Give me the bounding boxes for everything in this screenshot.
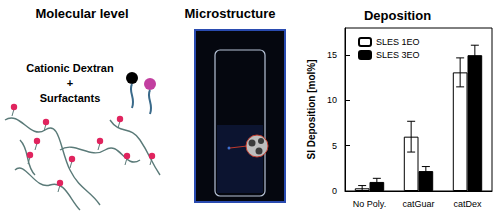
svg-text:SI Deposition [mol%]: SI Deposition [mol%] xyxy=(306,60,317,160)
svg-text:SLES 1EO: SLES 1EO xyxy=(376,37,420,47)
svg-text:Microstructure: Microstructure xyxy=(184,6,275,21)
svg-text:Molecular level: Molecular level xyxy=(35,6,128,21)
svg-text:No Poly.: No Poly. xyxy=(353,199,386,209)
svg-text:Cationic Dextran: Cationic Dextran xyxy=(26,62,114,74)
svg-text:15: 15 xyxy=(327,50,337,60)
svg-text:0: 0 xyxy=(332,186,337,196)
svg-text:Surfactants: Surfactants xyxy=(40,92,101,104)
svg-text:10: 10 xyxy=(327,95,337,105)
svg-text:catDex: catDex xyxy=(453,199,482,209)
svg-text:catGuar: catGuar xyxy=(402,199,434,209)
svg-text:5: 5 xyxy=(332,141,337,151)
svg-text:SLES 3EO: SLES 3EO xyxy=(376,50,420,60)
svg-text:Deposition: Deposition xyxy=(364,8,431,23)
svg-text:+: + xyxy=(67,77,73,89)
